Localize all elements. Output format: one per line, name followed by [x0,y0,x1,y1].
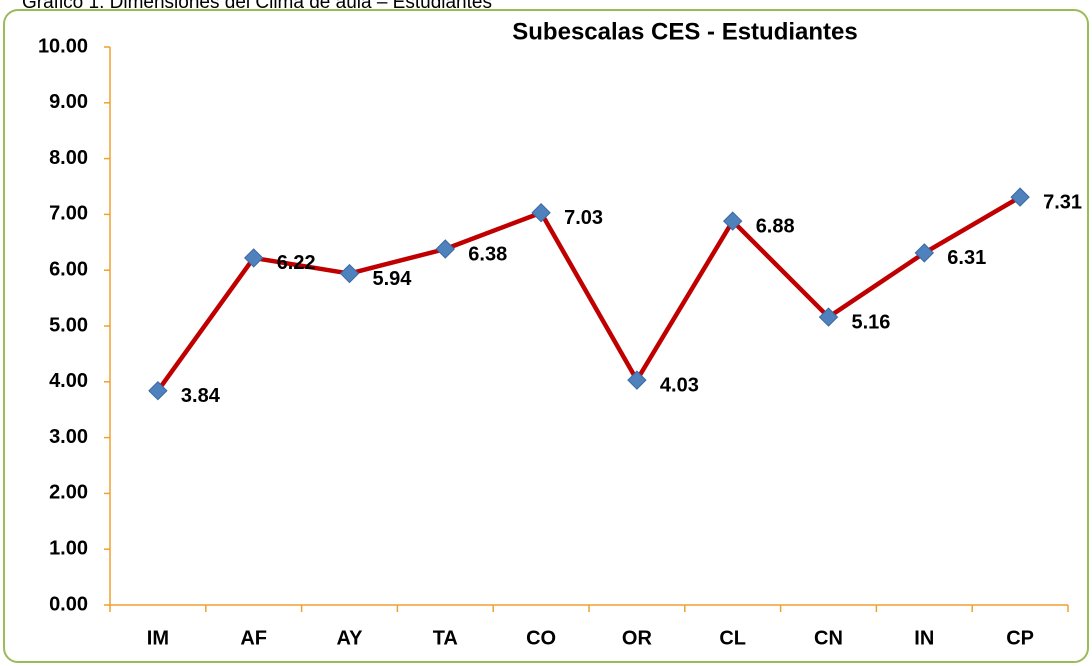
marker [148,381,168,401]
marker [914,243,935,263]
marker [627,370,647,390]
data-label: 6.38 [468,243,507,265]
data-label: 5.94 [373,268,413,290]
data-label: 3.84 [181,385,221,407]
x-tick-label: TA [433,627,458,649]
x-tick-label: CL [719,627,746,649]
y-tick-label: 3.00 [49,426,88,448]
marker [722,211,743,231]
y-tick-label: 1.00 [49,537,88,559]
marker [818,307,839,327]
data-label: 5.16 [852,311,891,333]
y-tick-label: 10.00 [38,35,88,57]
x-tick-label: AY [337,627,364,649]
y-tick-label: 8.00 [49,147,88,169]
y-tick-label: 2.00 [49,482,88,504]
y-tick-label: 0.00 [49,593,88,615]
y-tick-label: 7.00 [49,203,88,225]
marker [435,239,456,259]
marker [339,263,360,284]
data-label: 7.31 [1043,191,1082,213]
y-tick-label: 5.00 [49,314,88,336]
x-tick-label: CN [814,627,843,649]
caption: Gráfico 1. Dimensiones del Clima de aula… [22,0,492,13]
data-label: 4.03 [660,374,699,396]
y-tick-label: 6.00 [49,258,88,280]
y-tick-label: 9.00 [49,91,88,113]
line [156,195,1022,393]
x-tick-label: IN [914,627,934,649]
data-label: 6.88 [756,215,795,237]
x-tick-label: CP [1006,627,1034,649]
chart-border [3,9,1089,663]
data-label: 6.22 [277,252,316,274]
marker [1010,187,1030,207]
x-tick-label: OR [622,627,653,649]
x-tick-label: CO [526,627,556,649]
x-tick-label: AF [240,627,267,649]
data-label: 7.03 [564,207,603,229]
y-tick-label: 4.00 [49,370,88,392]
marker [531,203,551,223]
x-tick-label: IM [147,627,169,649]
chart-title: Subescalas CES - Estudiantes [512,18,857,45]
marker [243,248,264,268]
data-label: 6.31 [947,247,986,269]
